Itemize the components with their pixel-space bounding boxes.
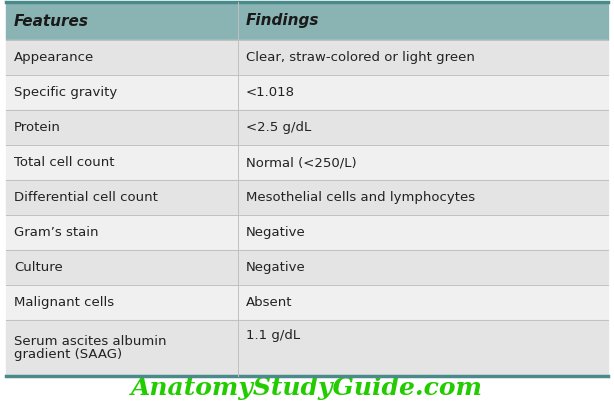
Text: Specific gravity: Specific gravity <box>14 86 117 99</box>
Bar <box>6 285 608 320</box>
Text: Mesothelial cells and lymphocytes: Mesothelial cells and lymphocytes <box>246 191 475 204</box>
Text: Protein: Protein <box>14 121 61 134</box>
Text: Malignant cells: Malignant cells <box>14 296 114 309</box>
Bar <box>6 215 608 250</box>
Text: Total cell count: Total cell count <box>14 156 114 169</box>
Bar <box>6 250 608 285</box>
Text: Absent: Absent <box>246 296 292 309</box>
Text: Appearance: Appearance <box>14 51 95 64</box>
Bar <box>6 75 608 110</box>
Text: 1.1 g/dL: 1.1 g/dL <box>246 329 300 342</box>
Bar <box>6 2 608 40</box>
Text: <1.018: <1.018 <box>246 86 295 99</box>
Text: Clear, straw-colored or light green: Clear, straw-colored or light green <box>246 51 475 64</box>
Text: Features: Features <box>14 13 89 28</box>
Text: Culture: Culture <box>14 261 63 274</box>
Text: Normal (<250/L): Normal (<250/L) <box>246 156 356 169</box>
Text: Serum ascites albumin: Serum ascites albumin <box>14 335 166 348</box>
Bar <box>6 40 608 75</box>
Bar <box>6 145 608 180</box>
Text: Negative: Negative <box>246 261 306 274</box>
Bar <box>6 180 608 215</box>
Bar <box>6 320 608 376</box>
Text: Differential cell count: Differential cell count <box>14 191 158 204</box>
Text: <2.5 g/dL: <2.5 g/dL <box>246 121 311 134</box>
Text: Gram’s stain: Gram’s stain <box>14 226 98 239</box>
Text: gradient (SAAG): gradient (SAAG) <box>14 348 122 361</box>
Text: Findings: Findings <box>246 13 319 28</box>
Text: Negative: Negative <box>246 226 306 239</box>
Bar <box>6 110 608 145</box>
Text: AnatomyStudyGuide.com: AnatomyStudyGuide.com <box>131 375 483 400</box>
